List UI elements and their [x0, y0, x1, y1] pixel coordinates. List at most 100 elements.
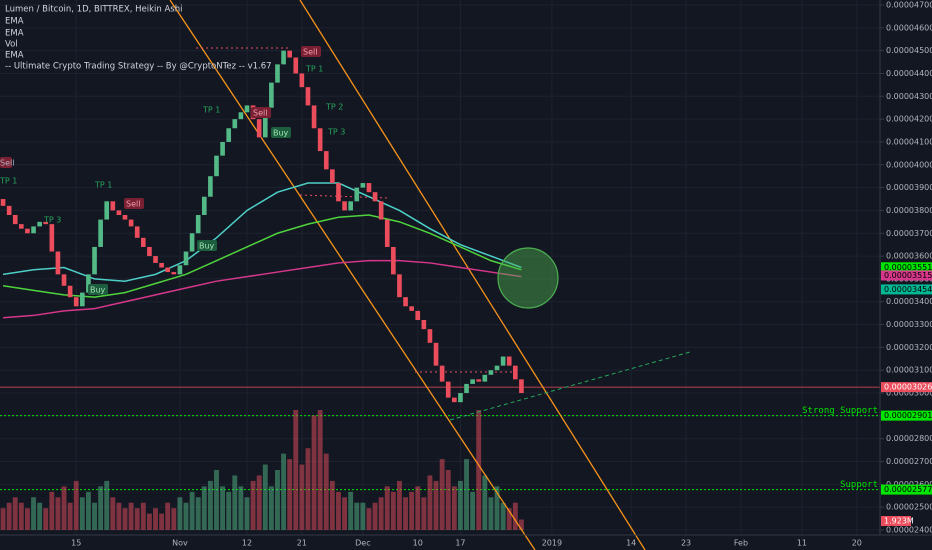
candle — [12, 215, 18, 225]
buy-badge — [88, 284, 108, 295]
volume-bar — [226, 491, 232, 530]
candle — [281, 50, 286, 65]
highlight-ellipse — [497, 247, 559, 309]
candle — [348, 201, 353, 211]
volume-bar — [500, 502, 506, 530]
candle — [482, 374, 488, 382]
y-tick-label: 0.00002800 — [886, 434, 932, 443]
candle — [153, 256, 158, 263]
candle — [165, 267, 171, 273]
volume-bar — [214, 470, 219, 530]
volume-bar — [397, 480, 402, 530]
candle — [372, 192, 378, 202]
candle — [73, 297, 79, 307]
volume-bar — [67, 502, 73, 530]
y-tick-label: 0.00002700 — [886, 457, 932, 466]
volume-bar — [457, 480, 463, 530]
channel-line — [169, 0, 536, 550]
volume-bar — [403, 497, 408, 530]
annotation: Buy — [90, 286, 106, 295]
candle — [232, 119, 238, 129]
volume-bar — [110, 497, 116, 530]
y-tick-label: 0.00002400 — [886, 526, 932, 535]
volume-bar — [0, 508, 6, 530]
candle — [317, 128, 323, 152]
candle — [49, 224, 55, 252]
support-label: Strong Support — [802, 406, 878, 416]
volume-bar — [268, 486, 274, 530]
annotation: Sell — [126, 200, 140, 209]
candle — [159, 262, 164, 268]
annotation: TP 3 — [327, 128, 345, 137]
candle — [323, 151, 329, 170]
volume-bar — [287, 459, 293, 530]
candle — [311, 105, 317, 129]
candle — [305, 87, 311, 106]
volume-bar — [293, 410, 299, 530]
candle — [0, 199, 6, 206]
annotation: Sell — [0, 159, 14, 168]
candle — [98, 219, 103, 247]
volume-bar — [262, 464, 268, 530]
volume-bar — [195, 497, 201, 530]
volume-bar — [323, 453, 329, 530]
candle — [378, 201, 384, 220]
candle — [366, 183, 372, 193]
x-tick-label: 14 — [626, 539, 636, 548]
candle — [403, 297, 408, 307]
candle — [476, 379, 482, 382]
volume-bar — [104, 480, 110, 530]
candle — [512, 365, 518, 380]
sell-badge — [124, 198, 144, 209]
annotation: TP 1 — [0, 177, 17, 186]
candle — [354, 187, 360, 202]
volume-bar — [43, 508, 49, 530]
x-tick-label: Nov — [172, 539, 188, 548]
volume-bar — [433, 480, 439, 530]
annotation: TP 3 — [43, 216, 61, 225]
volume-bar — [12, 497, 18, 530]
y-tick-label: 0.00003900 — [886, 183, 932, 192]
x-tick-label: 10 — [413, 539, 423, 548]
candle — [171, 272, 177, 275]
volume-bar — [146, 513, 152, 530]
x-tick-label: Dec — [355, 539, 370, 548]
y-tick-label: 0.00004700 — [886, 1, 932, 10]
buy-badge — [271, 127, 291, 138]
volume-bar — [61, 486, 67, 530]
volume-bar — [482, 475, 488, 530]
candle — [238, 112, 244, 120]
y-tick-label: 0.00003400 — [886, 297, 932, 306]
volume-bar — [342, 497, 347, 530]
y-tick-label: 0.00003700 — [886, 229, 932, 238]
volume-bar — [476, 410, 482, 530]
volume-bar — [275, 470, 280, 530]
candle — [269, 82, 274, 108]
y-tick-label: 0.00004600 — [886, 23, 932, 32]
volume-bar — [311, 415, 317, 530]
y-tick-label: 0.00004100 — [886, 137, 932, 146]
price-tag — [881, 262, 932, 273]
candle — [201, 196, 207, 215]
volume-bar — [92, 502, 97, 530]
candle — [500, 356, 506, 366]
volume-bar — [299, 464, 305, 530]
volume-bar — [244, 497, 250, 530]
candle — [128, 219, 134, 227]
volume-bar — [494, 486, 500, 530]
candle — [427, 329, 433, 343]
sell-badge — [0, 157, 12, 168]
candle — [6, 205, 12, 215]
volume-bar — [384, 486, 390, 530]
candle — [415, 310, 421, 320]
candle — [226, 128, 232, 142]
candle — [397, 274, 402, 298]
volume-bar — [451, 486, 457, 530]
candle — [439, 365, 445, 382]
candle — [464, 383, 469, 394]
volume-bar — [98, 486, 104, 530]
volume-bar — [464, 459, 469, 530]
price-tag — [881, 484, 932, 495]
candle — [458, 393, 463, 403]
candle — [122, 215, 128, 220]
